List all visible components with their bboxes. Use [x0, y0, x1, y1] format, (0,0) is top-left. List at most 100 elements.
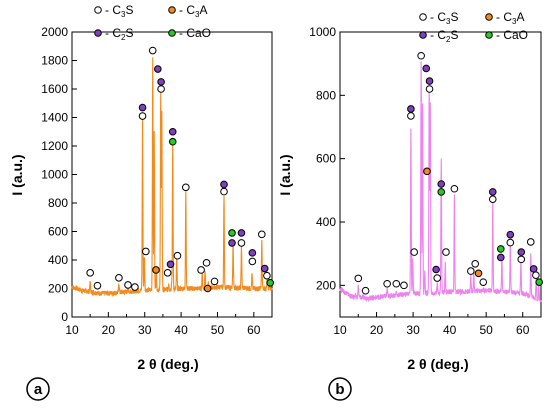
phase-marker-c2s — [157, 78, 165, 86]
y-tick-label: 800 — [48, 196, 68, 210]
phase-marker-cao — [437, 188, 446, 196]
phase-marker-cao — [497, 245, 505, 253]
phase-marker-c2s — [166, 260, 175, 269]
phase-marker-cao — [168, 137, 177, 146]
phase-marker-c3s — [442, 248, 450, 256]
phase-marker-c3s — [433, 274, 442, 282]
phase-marker-c3s — [142, 247, 150, 256]
phase-marker-c3a — [203, 284, 212, 293]
phase-marker-c2s — [488, 188, 497, 196]
phase-marker-c3s — [488, 195, 497, 203]
phase-marker-c3a — [474, 269, 483, 278]
phase-marker-c2s — [506, 230, 515, 239]
phase-marker-c2s — [168, 127, 177, 136]
x-tick-label: 20 — [370, 323, 384, 337]
legend-label-c3a: - C3A — [179, 3, 207, 19]
y-tick-label: 400 — [316, 215, 336, 229]
y-tick-label: 1800 — [41, 54, 68, 68]
phase-marker-c3s — [115, 274, 123, 282]
x-tick-label: 50 — [211, 323, 225, 337]
phase-marker-c2s — [422, 64, 431, 73]
legend-marker-c3s — [94, 6, 102, 14]
phase-marker-c2s — [432, 265, 440, 274]
phase-marker-c3s — [425, 85, 434, 93]
phase-marker-c3s — [93, 281, 102, 290]
phase-marker-c2s — [425, 77, 434, 85]
legend-marker-c3a — [168, 6, 176, 14]
phase-marker-c3a — [152, 266, 160, 274]
phase-marker-c3s — [479, 278, 488, 286]
phase-marker-c3s — [517, 255, 526, 264]
legend-marker-cao — [485, 31, 493, 39]
phase-marker-c3s — [410, 248, 418, 256]
phase-marker-c2s — [138, 103, 147, 112]
legend-marker-c3s — [419, 13, 427, 21]
panel-label: a — [34, 381, 43, 398]
x-tick-label: 60 — [247, 323, 261, 337]
y-tick-label: 800 — [316, 88, 336, 102]
diffraction-pattern-line — [71, 57, 273, 298]
phase-marker-c2s — [497, 253, 505, 262]
plot-frame — [339, 31, 542, 318]
x-axis-label: 2 θ (deg.) — [407, 356, 468, 372]
phase-marker-c3s — [248, 257, 257, 266]
y-tick-label: 200 — [48, 282, 68, 296]
legend-label-c2s: - C2S — [430, 28, 458, 44]
phase-marker-c3s — [131, 283, 139, 291]
y-tick-label: 1200 — [41, 139, 68, 153]
phase-marker-c3s — [392, 279, 401, 288]
x-tick-label: 40 — [443, 323, 457, 337]
panel-b-chart: 10 20 30 40 50 60 200 400 600 800 1000 2 θ (deg.) I … — [277, 10, 543, 401]
legend-label-c3a: - C3A — [496, 10, 524, 26]
panel-label-circle — [328, 377, 352, 401]
phase-marker-c3s — [526, 238, 535, 246]
phase-marker-c3s — [506, 238, 515, 247]
phase-marker-c3s — [354, 274, 363, 283]
y-tick-label: 1000 — [309, 25, 336, 39]
phase-marker-c3s — [182, 183, 190, 192]
legend-label-c3s: - C3S — [105, 3, 133, 19]
legend-label-cao: - CaO — [496, 28, 528, 42]
phase-marker-c3s — [400, 281, 408, 290]
y-axis-label: I (a.u.) — [9, 154, 25, 195]
x-tick-label: 60 — [516, 323, 530, 337]
legend-label-c2s: - C2S — [105, 26, 133, 42]
phase-marker-c3s — [407, 112, 415, 120]
phase-marker-c2s — [260, 264, 269, 273]
phase-marker-c3s — [237, 239, 246, 247]
y-tick-label: 1600 — [41, 82, 68, 96]
phase-marker-c3s — [467, 267, 475, 275]
phase-marker-c2s — [407, 105, 415, 113]
x-tick-label: 10 — [333, 323, 347, 337]
y-tick-label: 200 — [316, 278, 336, 292]
legend-marker-c2s — [94, 29, 102, 37]
phase-marker-c2s — [228, 239, 236, 247]
phase-marker-c3s — [361, 286, 370, 295]
x-tick-label: 30 — [138, 323, 152, 337]
phase-marker-c2s — [248, 249, 257, 257]
phase-marker-cao — [535, 278, 543, 286]
x-tick-label: 20 — [102, 323, 116, 337]
y-tick-label: 400 — [48, 253, 68, 267]
phase-marker-c3s — [124, 281, 132, 289]
phase-marker-c3s — [532, 271, 540, 280]
x-tick-label: 40 — [174, 323, 188, 337]
phase-marker-c2s — [237, 229, 246, 237]
phase-marker-c3s — [450, 184, 459, 193]
phase-marker-c3s — [210, 277, 219, 286]
y-tick-label: 2000 — [41, 25, 68, 39]
y-tick-label: 0 — [61, 310, 68, 324]
phase-marker-c2s — [517, 248, 526, 256]
phase-marker-c2s — [220, 180, 228, 189]
phase-marker-c3s — [148, 46, 157, 55]
phase-marker-c2s — [529, 265, 538, 273]
x-tick-label: 30 — [406, 323, 420, 337]
phase-marker-c2s — [154, 65, 162, 73]
phase-marker-cao — [266, 279, 274, 287]
phase-marker-c3s — [138, 112, 147, 120]
panel-a-chart: 10 20 30 40 50 600200400600800100012001400160… — [9, 3, 274, 401]
phase-marker-c3a — [423, 167, 431, 176]
legend-marker-c2s — [419, 31, 427, 39]
phase-marker-c3s — [163, 269, 172, 277]
